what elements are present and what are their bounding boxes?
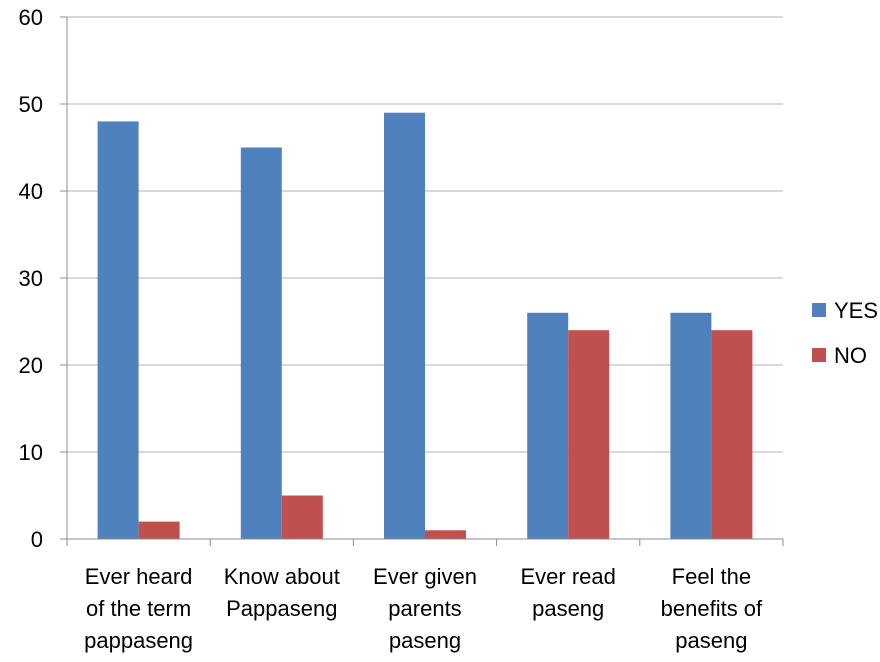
bar-no bbox=[711, 330, 753, 539]
bar-no bbox=[568, 330, 610, 539]
x-axis-category-labels: Ever heard of the term pappaseng Know about… bbox=[84, 564, 763, 653]
x-category-label: Ever given parents paseng bbox=[373, 564, 477, 653]
y-tick-label: 60 bbox=[19, 5, 43, 30]
bars bbox=[97, 112, 753, 540]
legend-label-yes: YES bbox=[834, 298, 878, 323]
bar-yes bbox=[527, 312, 569, 539]
legend-swatch-yes bbox=[812, 303, 826, 317]
y-tick-label: 20 bbox=[19, 353, 43, 378]
x-category-label: Ever read paseng bbox=[521, 564, 616, 621]
y-tick-label: 10 bbox=[19, 440, 43, 465]
x-category-label: Know about Pappaseng bbox=[224, 564, 340, 621]
x-category-label: Ever heard of the term pappaseng bbox=[84, 564, 193, 653]
y-tick-label: 30 bbox=[19, 266, 43, 291]
legend: YES NO bbox=[812, 298, 878, 368]
bar-yes bbox=[97, 121, 139, 540]
legend-swatch-no bbox=[812, 348, 826, 362]
x-category-label: Feel the benefits of paseng bbox=[661, 564, 763, 653]
axes bbox=[66, 17, 784, 546]
y-tick-label: 40 bbox=[19, 179, 43, 204]
bar-yes bbox=[240, 147, 282, 539]
bar-yes bbox=[670, 312, 712, 539]
bar-no bbox=[425, 530, 466, 539]
legend-label-no: NO bbox=[834, 343, 867, 368]
bar-yes bbox=[384, 112, 425, 539]
y-tick-label: 50 bbox=[19, 92, 43, 117]
y-tick-label: 0 bbox=[31, 527, 43, 552]
bar-no bbox=[138, 521, 180, 539]
y-axis-tick-labels: 0 10 20 30 40 50 60 bbox=[19, 5, 67, 552]
bar-no bbox=[281, 495, 323, 539]
